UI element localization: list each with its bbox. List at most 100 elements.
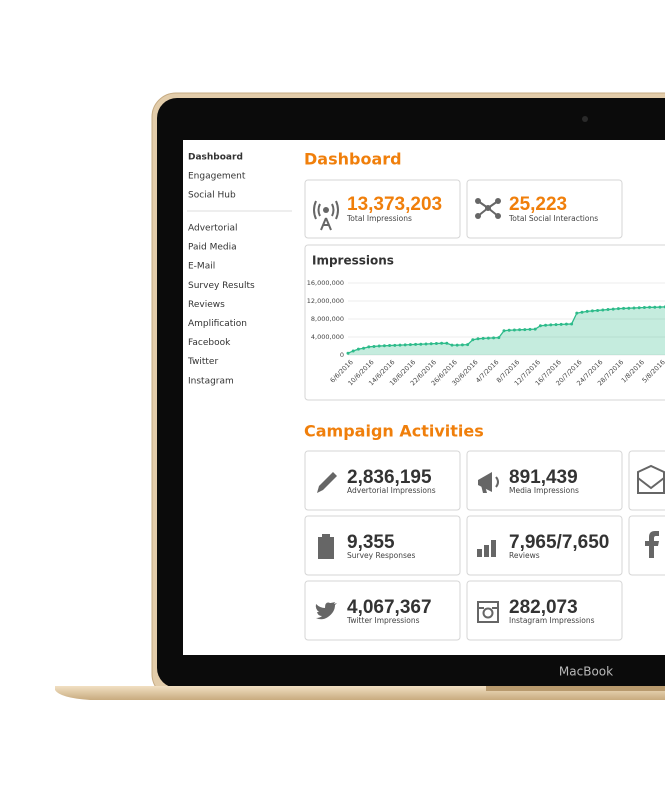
y-tick-label: 0 xyxy=(340,351,344,359)
nav-item[interactable]: Social Hub xyxy=(188,191,236,201)
data-point xyxy=(414,342,418,346)
activity-value: 4,067,367 xyxy=(347,597,432,618)
megaphone-icon xyxy=(478,472,499,493)
instagram-icon xyxy=(477,601,499,623)
activity-value: 2,836,195 xyxy=(347,467,432,488)
email-card[interactable] xyxy=(628,450,665,511)
data-point xyxy=(497,336,501,340)
y-tick-label: 12,000,000 xyxy=(307,297,344,305)
activity-value: 7,965/7,650 xyxy=(509,532,609,553)
data-point xyxy=(637,306,641,310)
data-point xyxy=(346,351,350,355)
activity-label: Advertorial Impressions xyxy=(347,486,436,495)
data-point xyxy=(502,329,506,333)
icon-part xyxy=(313,200,339,220)
data-point xyxy=(523,328,527,332)
data-point xyxy=(403,343,407,347)
icon-part xyxy=(482,607,494,619)
icon-part xyxy=(495,476,499,488)
data-point xyxy=(481,336,485,340)
data-point xyxy=(544,323,548,327)
twitter-icon xyxy=(315,602,337,620)
data-point xyxy=(658,305,662,309)
icon-part xyxy=(477,601,499,623)
y-tick-label: 4,000,000 xyxy=(311,333,344,341)
data-point xyxy=(440,341,444,345)
icon-part xyxy=(477,540,496,557)
data-point xyxy=(632,306,636,310)
nav-item[interactable]: E-Mail xyxy=(188,262,215,272)
data-point xyxy=(408,343,412,347)
data-point xyxy=(512,328,516,332)
antenna-icon xyxy=(313,200,339,231)
nav-item[interactable]: Facebook xyxy=(188,338,231,348)
activity-label: Survey Responses xyxy=(347,551,415,560)
activity-card[interactable] xyxy=(304,580,461,641)
nav-item[interactable]: Amplification xyxy=(188,319,247,329)
nav-item[interactable]: Engagement xyxy=(188,172,246,182)
activity-value: 891,439 xyxy=(509,467,578,488)
y-tick-label: 8,000,000 xyxy=(311,315,344,323)
data-point xyxy=(518,328,522,332)
data-point xyxy=(533,327,537,331)
data-point xyxy=(564,322,568,326)
summary-card xyxy=(466,179,623,239)
data-point xyxy=(382,344,386,348)
chart-title: Impressions xyxy=(312,254,394,268)
data-point xyxy=(351,349,355,353)
activity-card[interactable] xyxy=(466,450,623,511)
summary-value: 25,223 xyxy=(509,194,567,215)
data-point xyxy=(434,342,438,346)
camera xyxy=(582,116,588,122)
data-point xyxy=(372,344,376,348)
page-title: Dashboard xyxy=(304,150,402,169)
data-point xyxy=(653,305,657,309)
data-point xyxy=(570,322,574,326)
nav-item[interactable]: Paid Media xyxy=(188,243,237,253)
data-point xyxy=(606,308,610,312)
data-point xyxy=(627,306,631,310)
nav-item[interactable]: Dashboard xyxy=(188,153,243,163)
chart-card xyxy=(304,244,665,401)
data-point xyxy=(460,343,464,347)
nav-item[interactable]: Advertorial xyxy=(188,224,238,234)
data-point xyxy=(419,342,423,346)
nav-item[interactable]: Instagram xyxy=(188,376,234,386)
data-point xyxy=(429,342,433,346)
icon-part xyxy=(321,543,331,555)
bars-icon xyxy=(477,540,496,557)
icon-part xyxy=(322,534,330,539)
activity-label: Reviews xyxy=(509,551,540,560)
activity-label: Twitter Impressions xyxy=(346,616,420,625)
nav-item[interactable]: Survey Results xyxy=(188,281,255,291)
icon-part xyxy=(320,217,332,231)
nav-item[interactable]: Twitter xyxy=(187,357,218,367)
data-point xyxy=(393,343,397,347)
y-tick-label: 16,000,000 xyxy=(307,279,344,287)
data-point xyxy=(377,344,381,348)
data-point xyxy=(622,306,626,310)
activity-card[interactable] xyxy=(466,515,623,576)
activity-card[interactable] xyxy=(466,580,623,641)
data-point xyxy=(507,328,511,332)
facebook-icon xyxy=(645,531,659,558)
data-point xyxy=(554,323,558,327)
screen-content: Dashboard Impressions Campaign Activitie… xyxy=(187,150,665,641)
data-point xyxy=(642,306,646,310)
activity-card[interactable] xyxy=(304,450,461,511)
pencil-icon xyxy=(317,472,337,493)
clipboard-icon xyxy=(318,534,334,559)
icon-part xyxy=(481,485,487,493)
email-icon xyxy=(637,464,665,494)
nav-item[interactable]: Reviews xyxy=(188,300,225,310)
activity-label: Media Impressions xyxy=(509,486,579,495)
data-point xyxy=(388,344,392,348)
summary-label: Total Impressions xyxy=(346,214,412,223)
data-point xyxy=(549,323,553,327)
activity-value: 282,073 xyxy=(509,597,578,618)
data-point xyxy=(596,308,600,312)
activity-card[interactable] xyxy=(304,515,461,576)
network-icon xyxy=(475,198,501,219)
data-point xyxy=(356,347,360,351)
summary-label: Total Social Interactions xyxy=(508,214,598,223)
